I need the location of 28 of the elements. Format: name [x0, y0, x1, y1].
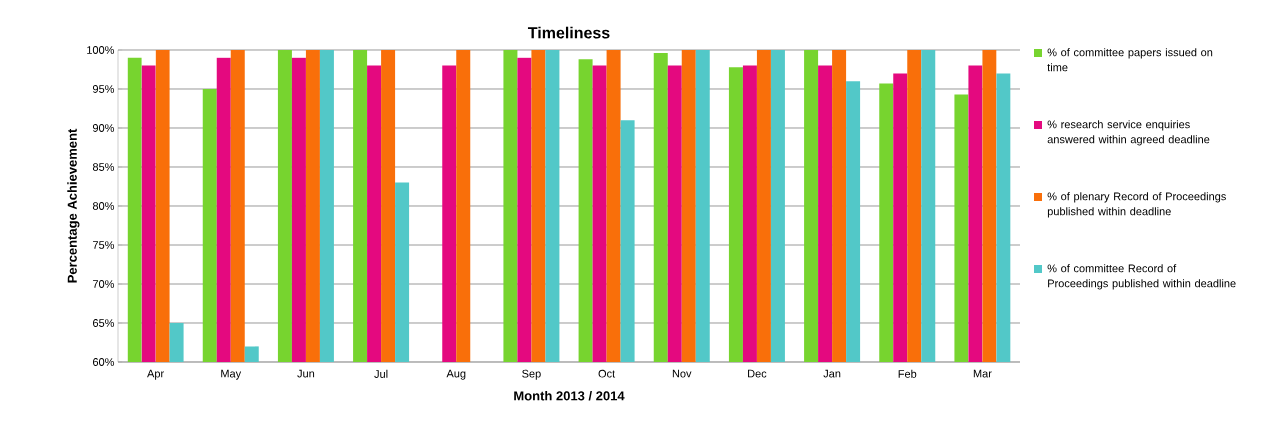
y-tick-label: 95% — [92, 85, 115, 93]
y-axis-title: Percentage Achievement — [67, 128, 80, 283]
legend-label: % of plenary Record of Proceedings published within deadline — [1047, 192, 1226, 218]
x-axis-title: Month 2013 / 2014 — [514, 390, 625, 401]
y-tick-label: 60% — [93, 358, 115, 366]
x-tick-label: Sep — [522, 369, 541, 380]
y-tick-label: 75% — [93, 241, 115, 249]
x-tick-label: Jul — [374, 369, 388, 378]
x-tick-label: Jun — [297, 369, 315, 378]
y-tick-label: 80% — [92, 202, 115, 210]
x-tick-label: Nov — [672, 369, 692, 378]
y-tick-label: 70% — [93, 280, 115, 288]
x-tick-label: Apr — [147, 369, 164, 380]
y-tick-label: 90% — [92, 124, 115, 132]
chart-title: Timeliness — [527, 26, 610, 39]
legend-label: % of committee papers issued on time — [1047, 48, 1213, 72]
x-tick-label: Aug — [446, 369, 466, 380]
y-tick-label: 65% — [93, 319, 115, 327]
x-tick-label: Feb — [898, 369, 917, 378]
legend-label: % of committee Record of Proceedings published within deadline — [1047, 264, 1236, 290]
x-tick-label: Oct — [598, 369, 616, 378]
y-tick-label: 100% — [87, 46, 115, 54]
x-tick-label: Mar — [973, 369, 992, 378]
y-tick-label: 85% — [92, 163, 115, 171]
legend-label: % research service enquiries answered within agreed deadline — [1047, 120, 1210, 146]
x-tick-label: May — [221, 369, 242, 380]
x-tick-label: Jan — [823, 369, 841, 378]
x-tick-label: Dec — [748, 369, 767, 378]
